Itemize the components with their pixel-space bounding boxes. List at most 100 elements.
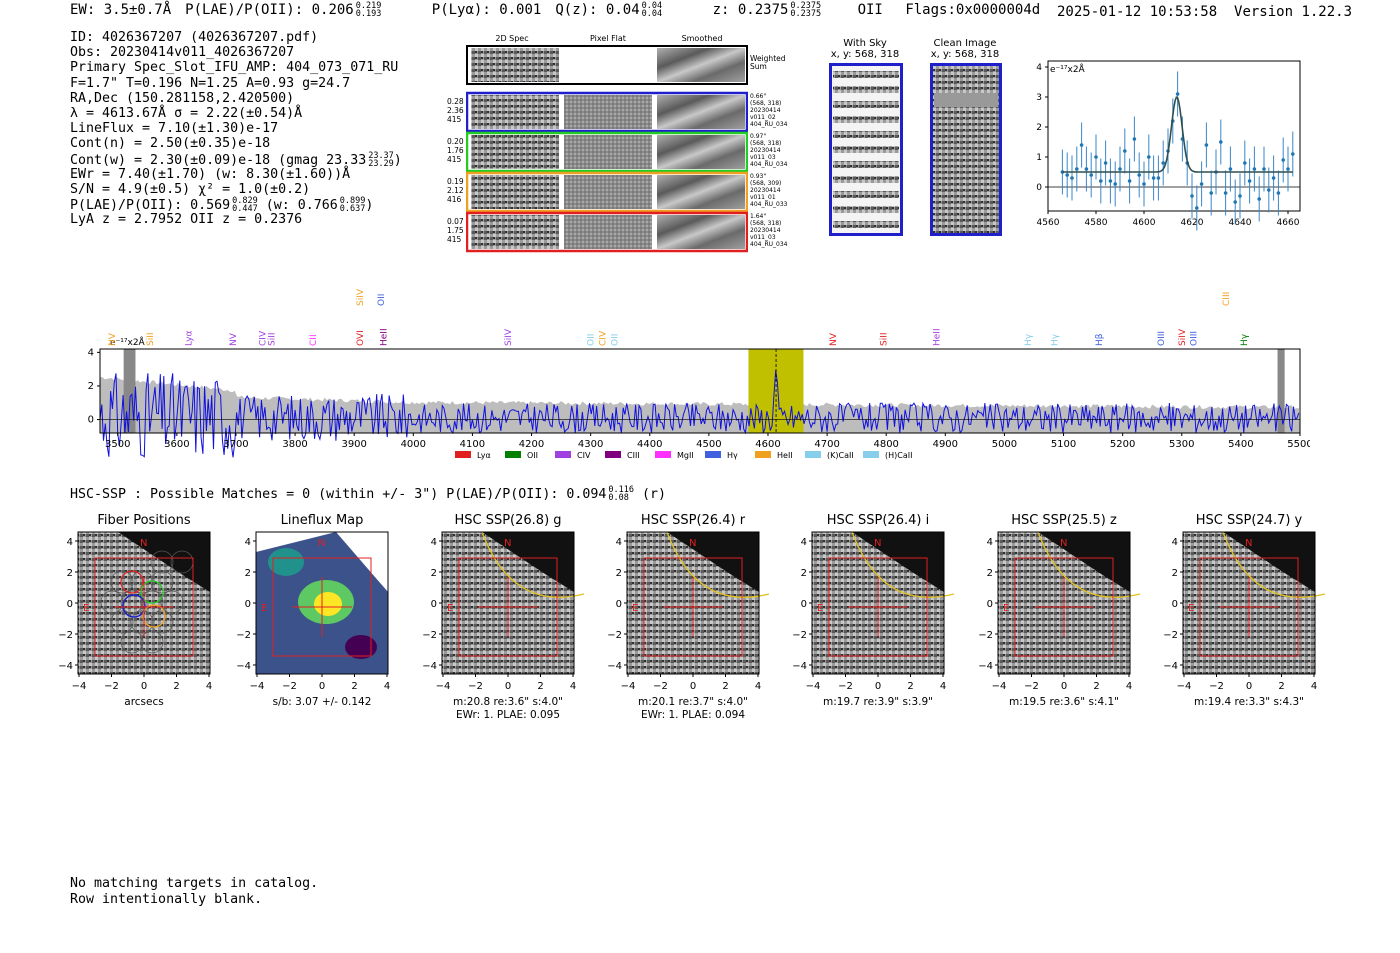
- legend-swatch: [505, 451, 521, 458]
- zoom-data-point: [1252, 167, 1257, 171]
- stamp-panel: N E 4 2 0 −2 −4 −4 −2 0 2 4: [978, 531, 1141, 692]
- legend-swatch: [805, 451, 821, 458]
- header-plya: P(Lyα): 0.001: [431, 2, 542, 18]
- zoom-data-point: [1228, 167, 1233, 171]
- stamp-xtick-label: 4: [206, 681, 212, 692]
- full-xtick-label: 5300: [1169, 439, 1194, 450]
- legend-swatch: [655, 451, 671, 458]
- zoom-data-point: [1247, 179, 1252, 183]
- cutout-smoothed: [657, 95, 745, 129]
- zoom-xtick-label: 4620: [1181, 218, 1204, 228]
- stamp-title: HSC SSP(26.4) i: [826, 513, 930, 528]
- full-xtick-label: 5100: [1051, 439, 1076, 450]
- cutout-row-right-values: 1.64" (568, 318) 20230414 v011_03 404_RU_034: [750, 213, 788, 248]
- header-datetime-version: 2025-01-12 10:53:58 Version 1.22.3: [1057, 4, 1352, 20]
- stamp-ytick-label: −4: [1163, 661, 1178, 672]
- sky-band: [833, 131, 899, 138]
- aperture-box: [94, 557, 194, 657]
- stamp-xtick-label: 0: [1246, 681, 1252, 692]
- zoom-spectrum-plot: 0 1 2 3 4 4560 4580 4600 4620 4640 4660 e⁻¹⁷x2Å: [1036, 60, 1301, 231]
- stamp-xtick-label: 2: [173, 681, 179, 692]
- zoom-unit-label: e⁻¹⁷x2Å: [1050, 63, 1086, 75]
- cutout-row-left-values: 0.28 2.36 415: [447, 97, 464, 124]
- zoom-data-point: [1142, 182, 1146, 186]
- col-label-smoothed: Smoothed: [681, 34, 723, 43]
- full-unit-label: e⁻¹⁷x2Å: [110, 336, 146, 348]
- legend-swatch: [863, 451, 879, 458]
- stamp-ytick-label: −4: [978, 661, 993, 672]
- stamp-xtick-label: 4: [755, 681, 761, 692]
- stamp-title: HSC SSP(26.8) g: [454, 513, 562, 528]
- emission-line-label: CIII: [1222, 292, 1232, 306]
- stamp-ytick-label: 4: [67, 537, 73, 548]
- zoom-data-point: [1204, 143, 1209, 147]
- zoom-data-point: [1281, 158, 1285, 162]
- full-spectrum-line: [99, 370, 1300, 458]
- stamp-ytick-label: −4: [607, 661, 622, 672]
- zoom-ytick-label: 1: [1036, 153, 1042, 163]
- full-xtick-label: 3800: [282, 439, 307, 450]
- footer-line2: Row intentionally blank.: [70, 891, 263, 907]
- footer-line1: No matching targets in catalog.: [70, 876, 319, 891]
- emission-line-label: CII: [309, 334, 319, 346]
- emission-line-label: OII: [377, 294, 387, 306]
- east-label: E: [261, 603, 267, 614]
- source-ellipse: [1222, 531, 1326, 598]
- fiber-circle: [150, 610, 174, 634]
- fiber-circle-orange: [142, 604, 166, 628]
- east-label: E: [83, 603, 89, 614]
- emission-line-label: SiIV: [1178, 328, 1188, 346]
- full-xtick-label: 3600: [164, 439, 189, 450]
- sky-band: [833, 221, 899, 228]
- fiber-circle: [110, 570, 134, 594]
- stamp-xtick-label: 2: [907, 681, 913, 692]
- stamp-panel: N E 4 2 0 −2 −4 −4 −2 0 2 4: [607, 531, 770, 692]
- stamp-ytick-label: 2: [67, 568, 73, 579]
- stamp-title: HSC SSP(25.5) z: [1011, 513, 1117, 528]
- sky-band: [833, 161, 899, 168]
- stamp-ytick-label: 2: [1172, 568, 1178, 579]
- stamp-ytick-label: −2: [422, 630, 437, 641]
- stamp-info-line2: EWr: 1. PLAE: 0.094: [640, 709, 746, 721]
- stamp-ytick-label: 0: [616, 599, 622, 610]
- full-xtick-label: 4200: [519, 439, 544, 450]
- stamp-xtick-label: 0: [690, 681, 696, 692]
- info-params: F=1.7" T=0.196 N=1.25 A=0.93 g=24.7: [70, 75, 351, 91]
- stamp-info: m:19.4 re:3.3" s:4.3": [1163, 696, 1335, 709]
- stamp-bright-source: [1223, 532, 1315, 592]
- stamp-bright-source: [1038, 532, 1130, 592]
- info-id: ID: 4026367207 (4026367207.pdf): [70, 30, 319, 45]
- stamp-info: arcsecs: [58, 696, 230, 709]
- north-label: N: [1245, 538, 1252, 549]
- emission-line-label: OIII: [1190, 331, 1200, 346]
- stamp-xtick-label: 0: [319, 681, 325, 692]
- fiber-circle: [110, 610, 134, 634]
- full-xtick-label: 4000: [401, 439, 426, 450]
- source-ellipse: [1037, 531, 1141, 598]
- stamp-xtick-label: −2: [1209, 681, 1224, 692]
- stamp-title: Lineflux Map: [280, 513, 364, 528]
- stamp-ytick-label: 4: [987, 537, 993, 548]
- zoom-data-point: [1147, 155, 1151, 159]
- header-z: z: 0.2375 0.2375 0.2375 OII: [712, 1, 883, 19]
- emission-line-label: OII: [587, 334, 597, 346]
- sky-band: [833, 116, 899, 123]
- sky-band: [833, 71, 899, 78]
- zoom-xtick-label: 4560: [1037, 218, 1060, 228]
- stamp-info-line1: m:20.1 re:3.7" s:4.0": [638, 696, 748, 708]
- full-xtick-label: 5500: [1287, 439, 1310, 450]
- full-xtick-label: 4300: [578, 439, 603, 450]
- emission-line-label: SiIV: [504, 328, 514, 346]
- zoom-model-fit: [1062, 96, 1293, 173]
- zoom-data-point: [1099, 179, 1103, 183]
- full-noise-envelope: [100, 377, 1300, 433]
- stamp-ytick-label: 2: [987, 568, 993, 579]
- aperture-box: [828, 557, 928, 657]
- zoom-data-point: [1195, 206, 1199, 210]
- zoom-data-point: [1291, 152, 1295, 156]
- stamp-ytick-label: 4: [245, 537, 251, 548]
- zoom-ytick-label: 3: [1036, 93, 1042, 103]
- zoom-data-point: [1175, 92, 1180, 96]
- zoom-data-point: [1113, 182, 1117, 186]
- aperture-box: [643, 557, 743, 657]
